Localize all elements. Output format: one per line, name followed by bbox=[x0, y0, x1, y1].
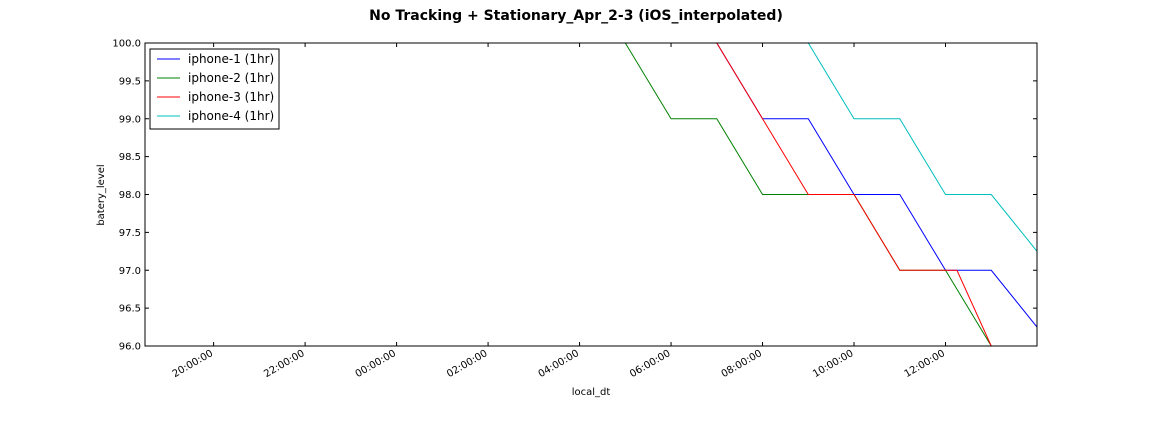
x-tick-label: 08:00:00 bbox=[720, 348, 764, 380]
x-tick-label: 12:00:00 bbox=[903, 348, 947, 380]
y-axis-label: batery_level bbox=[96, 164, 107, 225]
y-tick-label: 99.5 bbox=[119, 76, 141, 87]
y-axis: 96.0 96.5 97.0 97.5 98.0 98.5 99.0 99.5 100.0 bbox=[112, 39, 1037, 353]
y-tick-label: 96.5 bbox=[119, 304, 141, 315]
y-tick-label: 98.0 bbox=[119, 190, 141, 201]
plot-series bbox=[624, 43, 1037, 346]
legend-label: iphone-4 (1hr) bbox=[188, 109, 274, 123]
x-tick-label: 02:00:00 bbox=[445, 348, 489, 380]
y-tick-label: 97.5 bbox=[119, 228, 141, 239]
x-axis: 20:00:00 22:00:00 00:00:00 02:00:00 04:00:00… bbox=[171, 43, 947, 380]
chart-title: No Tracking + Stationary_Apr_2-3 (iOS_in… bbox=[369, 8, 783, 24]
y-tick-label: 99.0 bbox=[119, 114, 141, 125]
series-line-4 bbox=[807, 43, 1037, 252]
x-tick-label: 22:00:00 bbox=[262, 348, 306, 380]
x-tick-label: 00:00:00 bbox=[354, 348, 398, 380]
x-tick-label: 10:00:00 bbox=[811, 348, 855, 380]
y-tick-label: 97.0 bbox=[119, 266, 141, 277]
series-line-3 bbox=[716, 43, 1037, 346]
x-tick-label: 04:00:00 bbox=[537, 348, 581, 380]
legend: iphone-1 (1hr) iphone-2 (1hr) iphone-3 (1h… bbox=[149, 48, 280, 130]
y-tick-label: 100.0 bbox=[112, 39, 141, 50]
legend-label: iphone-2 (1hr) bbox=[188, 71, 274, 85]
y-tick-label: 98.5 bbox=[119, 152, 141, 163]
legend-label: iphone-3 (1hr) bbox=[188, 90, 274, 104]
x-tick-label: 06:00:00 bbox=[628, 348, 672, 380]
legend-label: iphone-1 (1hr) bbox=[188, 52, 274, 66]
y-tick-label: 96.0 bbox=[119, 342, 141, 353]
series-line-1 bbox=[716, 43, 1037, 328]
x-tick-label: 20:00:00 bbox=[171, 348, 215, 380]
x-axis-label: local_dt bbox=[572, 387, 611, 398]
